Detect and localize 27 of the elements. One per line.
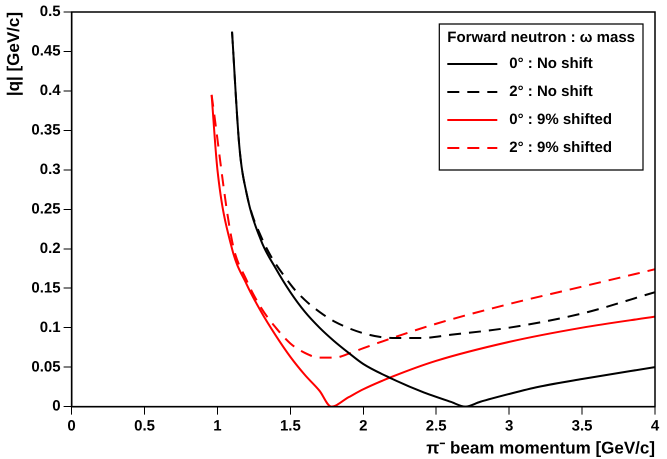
legend-label: 0° : No shift [509, 55, 593, 72]
y-tick-label: 0.4 [40, 82, 62, 100]
y-tick-label: 0.25 [31, 200, 61, 218]
x-tick-label: 3.5 [572, 418, 593, 435]
x-tick-label: 0.5 [134, 418, 155, 435]
legend-label: 2° : 9% shifted [509, 139, 612, 156]
x-tick-label: 1.5 [280, 418, 301, 435]
x-tick-label: 4 [650, 418, 660, 435]
y-tick-label: 0.2 [40, 240, 61, 257]
x-tick-label: 0 [67, 418, 76, 435]
x-tick-label: 3 [504, 418, 514, 435]
y-tick-label: 0.15 [31, 279, 61, 296]
y-tick-label: 0.35 [31, 122, 61, 139]
legend-label: 2° : No shift [509, 83, 593, 100]
legend-title: Forward neutron : ω mass [447, 29, 636, 46]
y-tick-label: 0.1 [40, 318, 61, 336]
y-tick-label: 0.05 [31, 358, 61, 376]
x-axis-title: π⁻ beam momentum [GeV/c] [426, 438, 655, 458]
legend-label: 0° : 9% shifted [509, 111, 612, 128]
y-tick-label: 0 [52, 398, 61, 415]
x-tick-label: 2.5 [426, 418, 447, 435]
y-axis-title: |q| [GeV/c] [4, 12, 23, 96]
x-tick-label: 1 [213, 418, 222, 435]
y-tick-label: 0.3 [40, 160, 61, 178]
x-tick-label: 2 [359, 418, 368, 435]
y-tick-label: 0.45 [31, 42, 61, 60]
y-tick-label: 0.5 [40, 3, 61, 20]
